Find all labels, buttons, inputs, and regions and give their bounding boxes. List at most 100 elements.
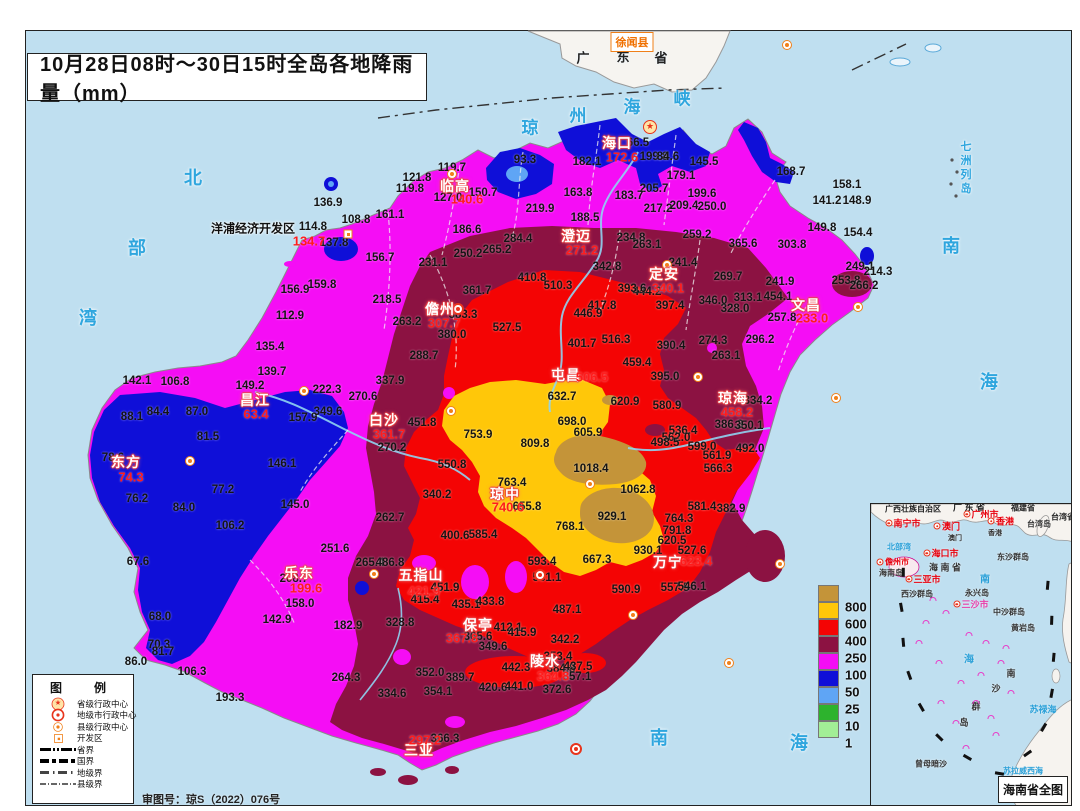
- inset-hainan: [888, 556, 920, 578]
- rain-value-label: 186.6: [452, 224, 482, 236]
- rain-value-label: 365.6: [463, 631, 493, 643]
- strait-boundary-line: [377, 87, 727, 119]
- rain-value-label: 492.0: [735, 443, 765, 455]
- rain-value-label: 557.5: [660, 582, 690, 594]
- inset-city-marker: [953, 600, 960, 608]
- reef-mark: [1007, 690, 1015, 694]
- rain-value-label: 149.2: [235, 380, 265, 392]
- rain-value-label: 270.6: [348, 391, 378, 403]
- sea-label: 东: [616, 49, 630, 65]
- city-rain-value: 297.2: [408, 732, 442, 748]
- rain-value-label: 435.1: [451, 599, 481, 611]
- city-name-label: 东方: [111, 454, 141, 470]
- rain-value-label: 68.0: [148, 611, 172, 623]
- rain-value-label: 354.1: [423, 686, 453, 698]
- rain-value-label: 334.2: [743, 395, 773, 407]
- rain-value-label: 136.9: [313, 197, 343, 209]
- islet: [445, 766, 459, 774]
- city-rain-value: 340.1: [651, 280, 685, 296]
- rain-value-label: 753.9: [463, 429, 493, 441]
- inset-label: 中沙群岛: [993, 607, 1025, 617]
- scale-color-block: [818, 721, 839, 738]
- red-patch: [465, 656, 565, 688]
- city-rain-value: 271.2: [565, 242, 599, 258]
- rain-value-label: 536.4: [668, 425, 698, 437]
- rain-value-label: 349.6: [313, 406, 343, 418]
- nine-dash-segment: [902, 567, 905, 577]
- rain-value-label: 585.4: [468, 529, 498, 541]
- city-marker-dbl: [452, 303, 464, 315]
- rain-value-label: 417.8: [587, 300, 617, 312]
- rain-value-label: 334.6: [377, 688, 407, 700]
- inset-label: 苏禄海: [1029, 704, 1057, 715]
- rain-value-label: 342.2: [550, 634, 580, 646]
- sea-label: 海: [623, 97, 641, 117]
- legend-item-label: 省界: [77, 744, 95, 755]
- rain-value-label: 340.2: [422, 489, 452, 501]
- rain-value-label: 84.0: [172, 502, 196, 514]
- rain-value-label: 415.9: [507, 627, 537, 639]
- rain-value-label: 444.2: [632, 286, 662, 298]
- rain-value-label: 157.9: [288, 412, 318, 424]
- blue-patch: [324, 237, 358, 261]
- legend-item-label: 县级行政中心: [77, 721, 129, 732]
- nine-dash-segment: [1050, 615, 1053, 625]
- rain-value-label: 620.9: [610, 396, 640, 408]
- rain-value-label: 284.4: [503, 233, 533, 245]
- rain-value-label: 263.1: [632, 239, 662, 251]
- inset-city-marker: [987, 517, 995, 525]
- sea-label: 湾: [79, 308, 97, 328]
- rain-value-label: 263.1: [711, 350, 741, 362]
- rain-value-label: 87.0: [185, 406, 209, 418]
- sea-label: 洲: [960, 155, 972, 167]
- city-marker-dot: [446, 406, 456, 416]
- blue-patch: [355, 581, 369, 595]
- rain-value-label: 141.2: [812, 195, 842, 207]
- rain-value-label: 266.2: [849, 280, 879, 292]
- city-marker-dot: [369, 569, 379, 579]
- city-rain-value: 233.0: [795, 310, 829, 326]
- city-marker-dot: [585, 479, 595, 489]
- legend-symbol-sq: [39, 733, 77, 744]
- inset-city-marker: [963, 510, 970, 518]
- city-marker-dbl: [570, 743, 582, 755]
- inset-label: 南: [980, 574, 990, 586]
- rain-value-label: 459.4: [622, 357, 652, 369]
- rain-value-label: 106.8: [160, 376, 190, 388]
- rain-value-label: 146.1: [267, 458, 297, 470]
- city-name-label: 儋州: [425, 301, 455, 317]
- magenta-patch: [445, 716, 465, 728]
- rain-value-label: 1062.8: [620, 484, 656, 496]
- rain-value-label: 199.6: [687, 188, 717, 200]
- inset-islet: [1051, 668, 1061, 684]
- rain-value-label: 561.9: [702, 450, 732, 462]
- sea-label: 南: [942, 236, 960, 256]
- rain-value-label: 346.0: [698, 295, 728, 307]
- xuwen-marker: [782, 40, 792, 50]
- magenta-patch: [393, 649, 411, 665]
- city-name-label: 乐东: [284, 565, 314, 581]
- rain-value-label: 121.8: [402, 172, 432, 184]
- rain-value-label: 442.3: [501, 662, 531, 674]
- scale-tick-label: 25: [845, 701, 860, 717]
- inset-label: 海 南 省: [928, 562, 962, 573]
- rain-value-label: 119.7: [437, 162, 467, 174]
- rain-value-label: 486.8: [375, 557, 405, 569]
- city-name-label: 海口: [602, 135, 632, 151]
- sea-label: 海: [980, 372, 998, 392]
- rain-value-label: 437.5: [563, 661, 593, 673]
- inset-label: 澳门: [948, 535, 962, 542]
- city-name-label: 陵水: [530, 653, 560, 669]
- scale-color-block: [818, 653, 839, 670]
- city-marker-dot: [185, 456, 195, 466]
- rain-value-label: 580.9: [652, 400, 682, 412]
- rain-value-label: 441.0: [504, 681, 534, 693]
- scale-tick-label: 400: [845, 633, 867, 649]
- map-title: 10月28日08时～30日15时全岛各地降雨量（mm）: [40, 54, 414, 105]
- city-name-label: 五指山: [398, 567, 444, 583]
- reef-mark: [965, 632, 973, 636]
- rain-value-label: 620.5: [657, 535, 687, 547]
- rain-value-label: 264.3: [331, 672, 361, 684]
